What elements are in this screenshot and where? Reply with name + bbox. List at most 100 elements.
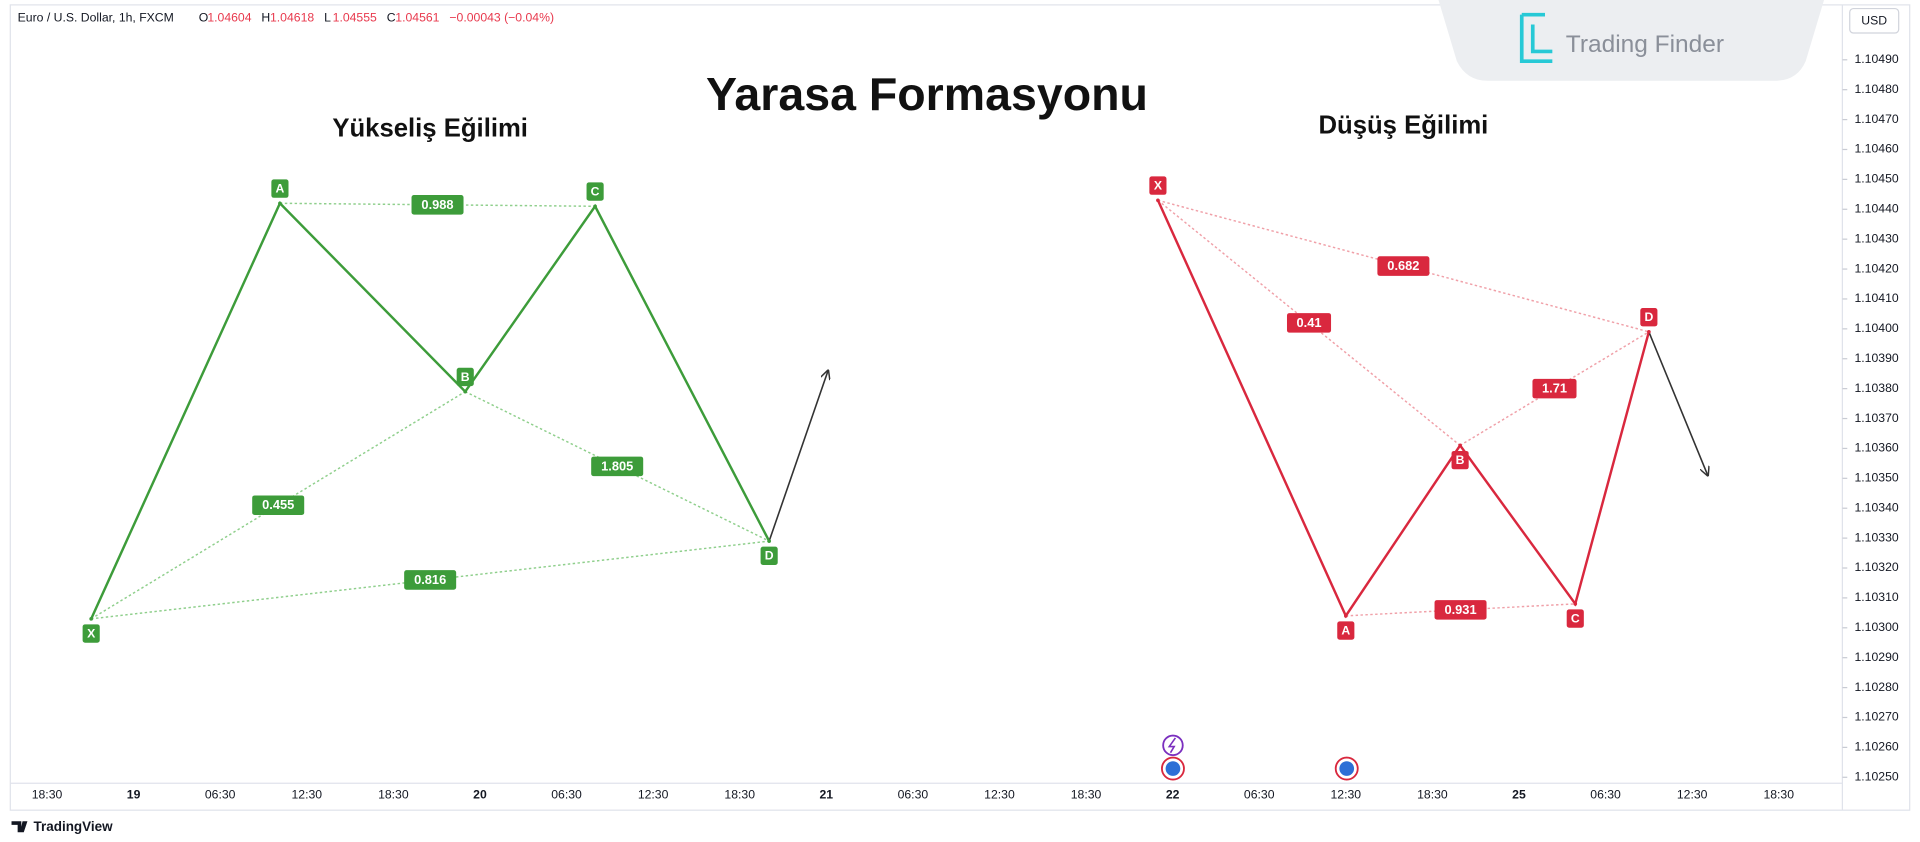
y-tick-label: 1.10350 (1855, 471, 1899, 485)
y-tick-label: 1.10290 (1855, 650, 1899, 664)
ratio-label: 0.455 (262, 497, 294, 512)
y-tick-label: 1.10390 (1855, 351, 1899, 365)
point-label: C (591, 184, 600, 198)
x-tick-label: 06:30 (898, 788, 929, 802)
point-badge (1640, 307, 1658, 327)
point-badge (760, 546, 778, 565)
ohlc-label: C (387, 11, 396, 25)
y-tick-label: 1.10380 (1855, 381, 1899, 395)
ratio-line (1157, 199, 1650, 333)
point-label: C (1571, 611, 1580, 625)
y-tick-label: 1.10430 (1855, 231, 1899, 245)
ratio-label: 0.816 (414, 572, 446, 587)
projection-arrow (768, 371, 828, 542)
footer-text: TradingView (34, 819, 114, 834)
point-badge (271, 179, 289, 198)
y-tick-label: 1.10310 (1855, 590, 1899, 604)
pattern-point (1156, 198, 1160, 203)
projection-arrow (1648, 331, 1708, 475)
y-tick-label: 1.10400 (1855, 321, 1899, 335)
point-label: B (461, 370, 470, 384)
pattern-point (1458, 443, 1462, 448)
y-tick-label: 1.10360 (1855, 441, 1899, 455)
y-tick-label: 1.10260 (1855, 740, 1899, 754)
ratio-badge (411, 194, 464, 215)
ratio-badge (1377, 256, 1430, 276)
x-tick-label: 19 (127, 788, 141, 802)
ohlc-value: 1.04561 (395, 11, 439, 25)
point-badge (586, 182, 604, 201)
ohlc-label: H (261, 11, 270, 25)
y-tick-label: 1.10320 (1855, 560, 1899, 574)
ratio-badge (404, 570, 457, 590)
point-label: B (1456, 453, 1465, 467)
y-tick-label: 1.10490 (1855, 52, 1899, 66)
x-tick-label: 06:30 (1244, 788, 1275, 802)
point-label: X (87, 626, 96, 640)
ohlc-label: L (324, 11, 331, 25)
point-label: A (1341, 623, 1350, 637)
pattern-point (593, 204, 597, 209)
point-badge (1149, 176, 1167, 195)
symbol: Euro / U.S. Dollar, 1h, FXCM (18, 11, 174, 25)
pattern-point (278, 201, 282, 206)
pattern-point (767, 539, 771, 543)
ratio-label: 0.988 (421, 197, 453, 212)
x-tick-label: 12:30 (984, 788, 1015, 802)
y-tick-label: 1.10300 (1855, 620, 1899, 634)
point-badge (1566, 609, 1584, 628)
ohlc-value: 1.04555 (333, 11, 377, 25)
x-tick-label: 18:30 (1417, 788, 1448, 802)
ratio-badge (252, 495, 305, 516)
ohlc-value: 1.04618 (270, 11, 314, 25)
logo-icon (1519, 12, 1553, 64)
x-tick-label: 12:30 (1331, 788, 1362, 802)
x-tick-label: 12:30 (638, 788, 669, 802)
x-tick-label: 18:30 (32, 788, 63, 802)
x-tick-label: 18:30 (1071, 788, 1102, 802)
pattern-point (89, 616, 94, 621)
chart-title: Yarasa Formasyonu (706, 68, 1148, 120)
ohlc-value: 1.04604 (207, 11, 251, 25)
y-tick-label: 1.10450 (1855, 172, 1899, 186)
x-tick-label: 18:30 (378, 788, 409, 802)
y-tick-label: 1.10270 (1855, 710, 1899, 724)
y-tick-label: 1.10470 (1855, 112, 1899, 126)
chart-frame (9, 4, 1911, 811)
y-tick-label: 1.10480 (1855, 82, 1899, 96)
y-tick-label: 1.10280 (1855, 680, 1899, 694)
ratio-label: 0.931 (1444, 602, 1476, 617)
point-label: X (1154, 178, 1163, 192)
x-tick-label: 06:30 (551, 788, 582, 802)
ratio-label: 0.682 (1387, 258, 1419, 273)
point-label: A (276, 181, 285, 195)
ratio-label: 1.805 (601, 458, 633, 473)
point-label: D (1644, 310, 1653, 324)
x-tick-label: 18:30 (1763, 788, 1794, 802)
ratio-label: 1.71 (1542, 381, 1567, 396)
point-badge (1451, 450, 1469, 470)
x-tick-label: 20 (473, 788, 487, 802)
event-icons (1161, 734, 1359, 781)
ratio-badge (1532, 378, 1577, 399)
y-tick-label: 1.10250 (1855, 770, 1899, 784)
pattern-point (1647, 330, 1651, 334)
x-tick-label: 22 (1166, 788, 1180, 802)
x-tick-label: 21 (819, 788, 833, 802)
point-label: D (765, 549, 774, 563)
x-tick-label: 06:30 (205, 788, 236, 802)
pattern-title: Düşüş Eğilimi (1318, 112, 1488, 140)
x-tick-label: 25 (1512, 788, 1526, 802)
x-tick-label: 12:30 (1677, 788, 1708, 802)
ratio-badge (1286, 313, 1332, 333)
change: −0.00043 (−0.04%) (449, 11, 554, 25)
currency-box[interactable] (1849, 7, 1900, 34)
y-tick-label: 1.10420 (1855, 261, 1899, 275)
x-tick-label: 06:30 (1590, 788, 1621, 802)
y-tick-label: 1.10330 (1855, 530, 1899, 544)
point-badge (456, 367, 474, 387)
x-tick-label: 18:30 (724, 788, 755, 802)
currency-label[interactable]: USD (1861, 14, 1887, 28)
